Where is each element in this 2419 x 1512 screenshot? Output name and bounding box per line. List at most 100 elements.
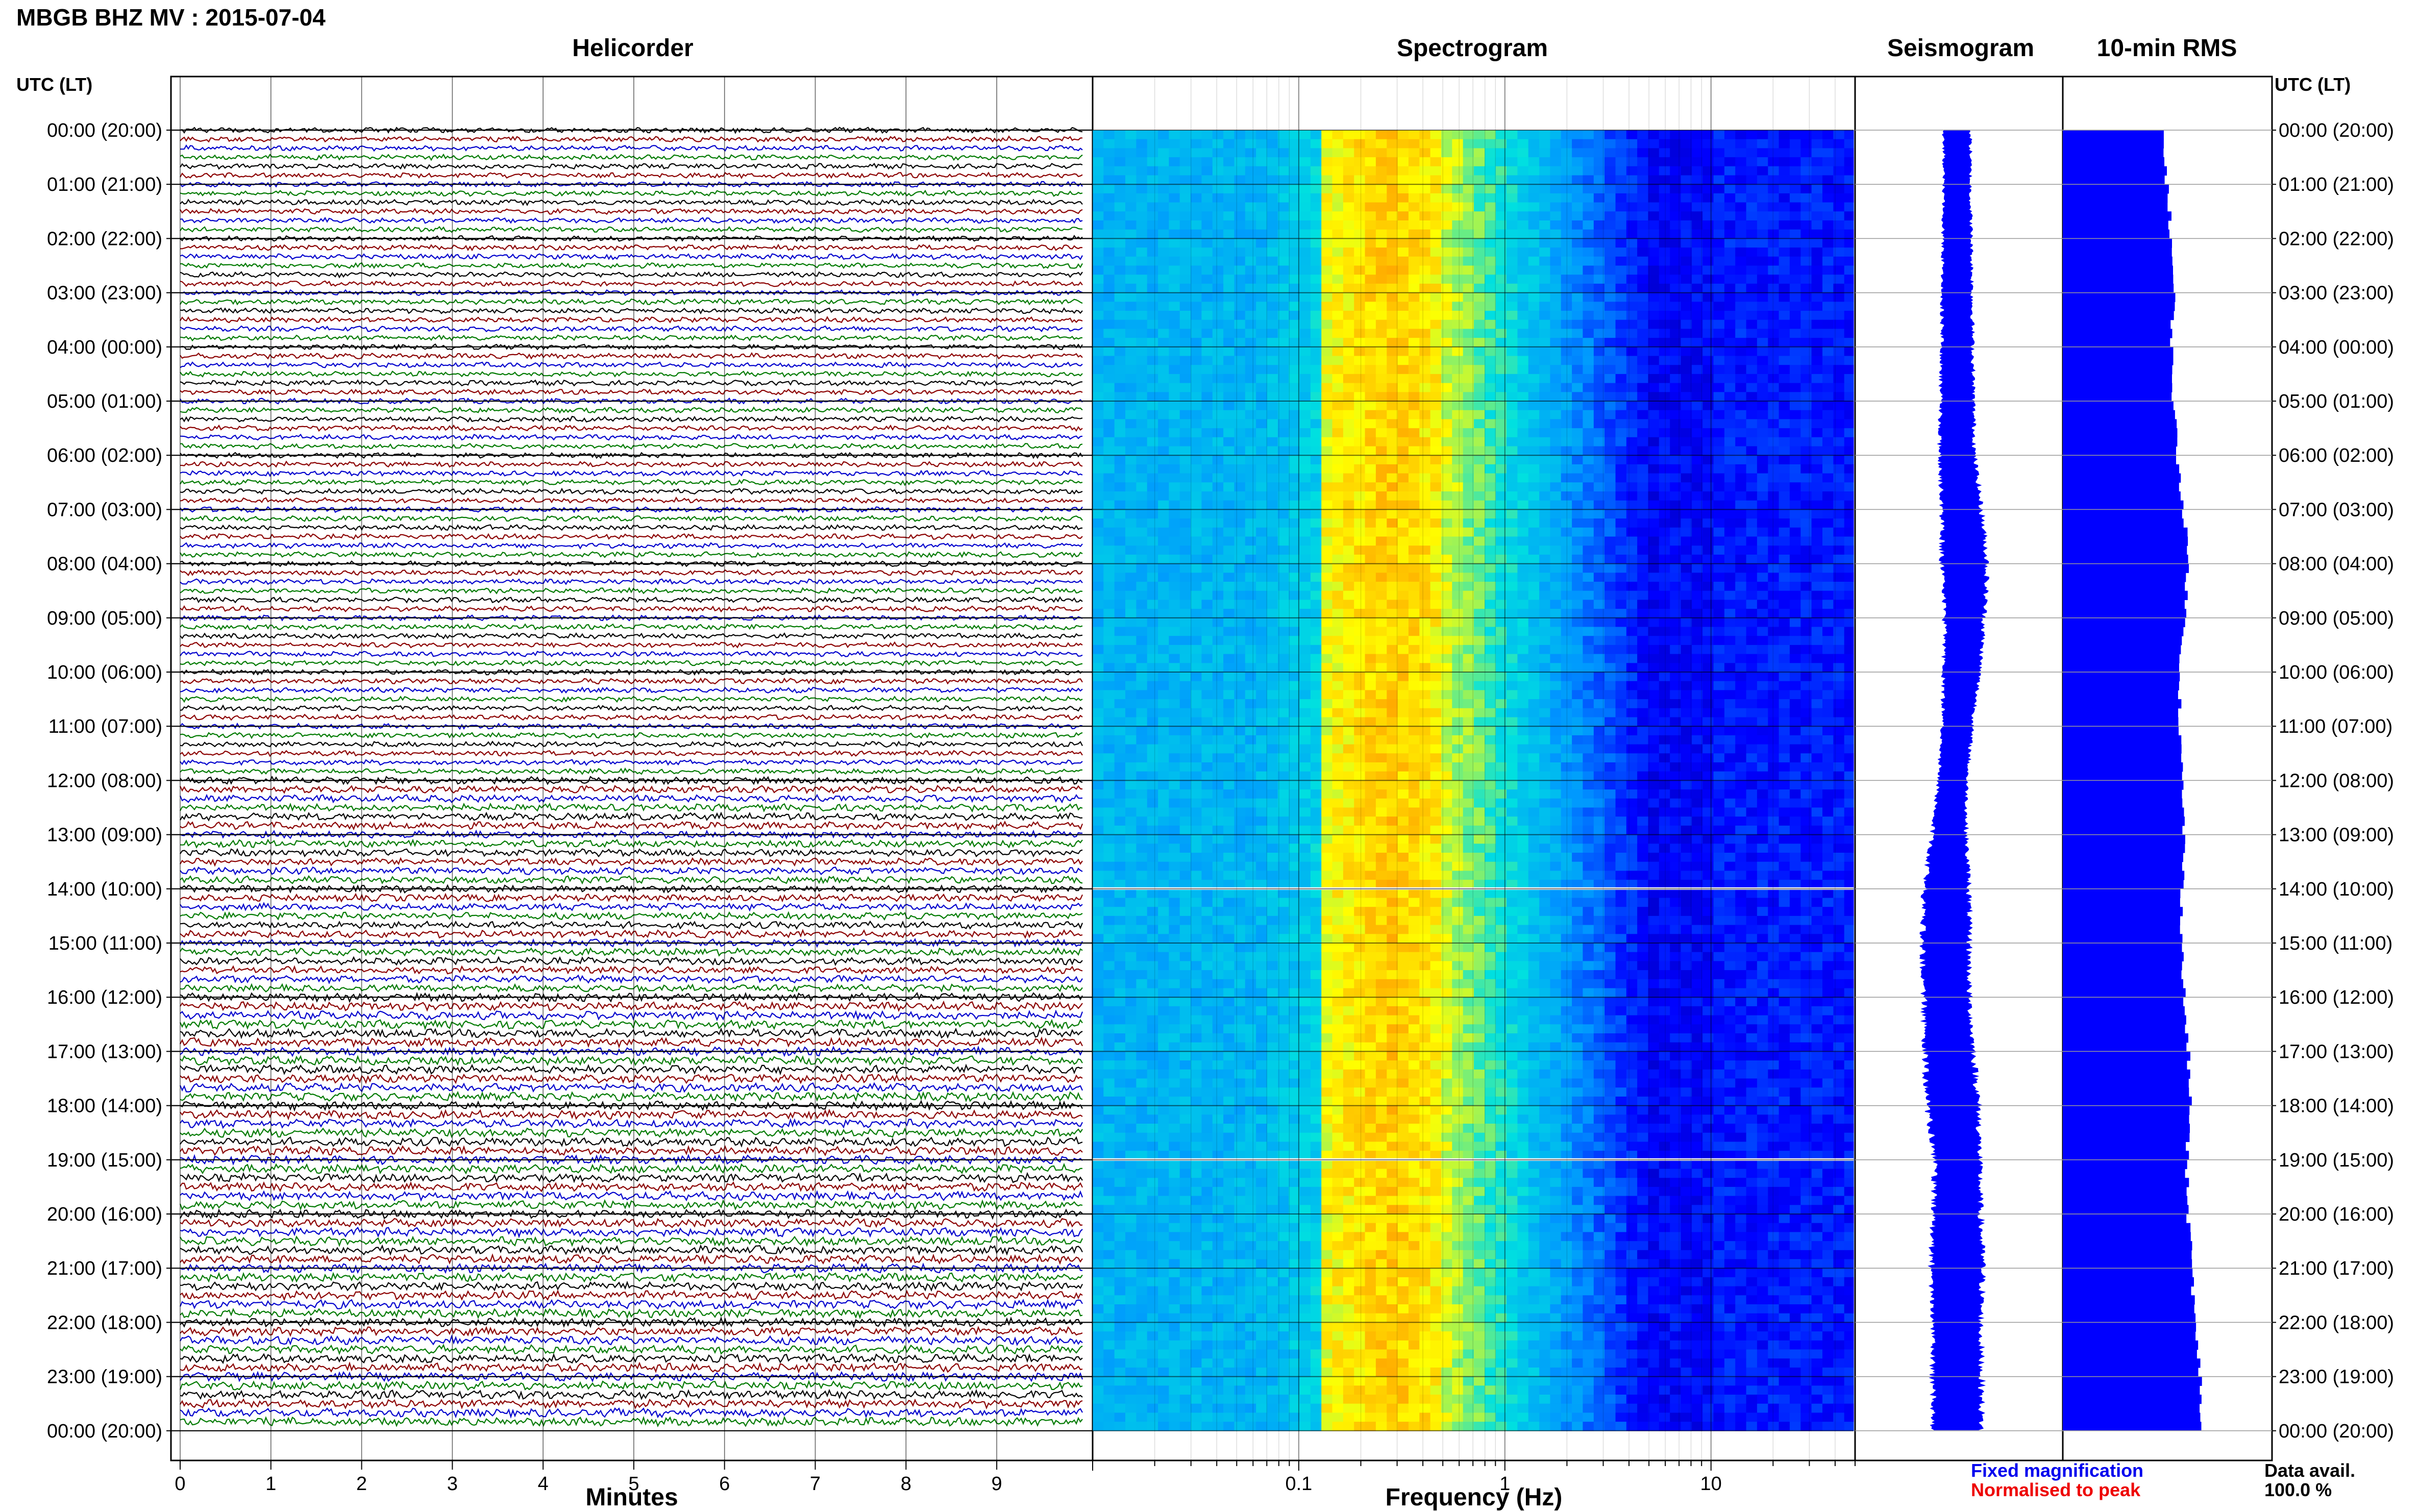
spectrogram-cell [1637, 166, 1648, 176]
spectrogram-cell [1103, 346, 1115, 357]
spectrogram-cell [1277, 256, 1289, 266]
spectrogram-cell [1605, 392, 1616, 402]
spectrogram-cell [1332, 419, 1344, 429]
spectrogram-cell [1169, 546, 1180, 555]
spectrogram-cell [1670, 708, 1682, 718]
spectrogram-cell [1179, 735, 1191, 745]
spectrogram-cell [1387, 518, 1398, 528]
spectrogram-cell [1811, 609, 1823, 618]
spectrogram-cell [1114, 410, 1126, 419]
spectrogram-cell [1757, 139, 1768, 148]
spectrogram-cell [1789, 554, 1801, 564]
spectrogram-cell [1735, 455, 1747, 465]
spectrogram-cell [1757, 383, 1768, 392]
spectrogram-cell [1289, 338, 1300, 348]
spectrogram-cell [1169, 139, 1180, 148]
spectrogram-cell [1375, 536, 1387, 546]
spectrogram-cell [1343, 582, 1354, 591]
spectrogram-cell [1583, 148, 1594, 158]
spectrogram-cell [1277, 726, 1289, 736]
spectrogram-cell [1572, 311, 1583, 320]
spectrogram-cell [1583, 627, 1594, 636]
spectrogram-cell [1528, 256, 1540, 266]
spectrogram-cell [1387, 265, 1398, 275]
spectrogram-cell [1452, 645, 1464, 655]
spectrogram-cell [1256, 744, 1267, 754]
spectrogram-cell [1343, 536, 1354, 546]
spectrogram-cell [1637, 229, 1648, 239]
spectrogram-cell [1125, 464, 1137, 474]
spectrogram-cell [1463, 672, 1474, 682]
spectrogram-cell [1561, 238, 1572, 248]
spectrogram-cell [1375, 609, 1387, 618]
spectrogram-cell [1789, 130, 1801, 140]
spectrogram-cell [1474, 229, 1485, 239]
spectrogram-cell [1408, 663, 1420, 673]
spectrogram-cell [1637, 184, 1648, 194]
spectrogram-cell [1430, 329, 1442, 338]
spectrogram-cell [1093, 500, 1104, 510]
spectrogram-cell [1256, 139, 1267, 148]
spectrogram-cell [1474, 311, 1485, 320]
spectrogram-cell [1223, 302, 1235, 311]
spectrogram-cell [1201, 302, 1213, 311]
spectrogram-cell [1637, 175, 1648, 185]
spectrogram-cell [1103, 383, 1115, 392]
spectrogram-cell [1800, 256, 1812, 266]
spectrogram-cell [1441, 247, 1452, 257]
spectrogram-cell [1223, 464, 1235, 474]
spectrogram-cell [1267, 617, 1278, 628]
spectrogram-cell [1419, 573, 1431, 582]
spectrogram-cell [1507, 663, 1518, 673]
spectrogram-cell [1605, 536, 1616, 546]
spectrogram-cell [1223, 735, 1235, 745]
spectrogram-cell [1757, 554, 1768, 564]
spectrogram-cell [1452, 175, 1464, 185]
spectrogram-cell [1136, 401, 1148, 411]
spectrogram-cell [1517, 518, 1529, 528]
spectrogram-cell [1789, 148, 1801, 158]
spectrogram-cell [1332, 455, 1344, 465]
spectrogram-cell [1234, 455, 1246, 465]
spectrogram-cell [1158, 166, 1169, 176]
spectrogram-cell [1670, 410, 1682, 419]
spectrogram-cell [1136, 590, 1148, 600]
spectrogram-cell [1702, 211, 1714, 221]
spectrogram-cell [1724, 554, 1736, 564]
spectrogram-cell [1147, 663, 1158, 673]
spectrogram-cell [1800, 681, 1812, 690]
spectrogram-cell [1713, 148, 1725, 158]
spectrogram-cell [1267, 401, 1278, 411]
spectrogram-cell [1681, 645, 1692, 655]
spectrogram-cell [1702, 410, 1714, 419]
spectrogram-cell [1507, 753, 1518, 763]
spectrogram-cell [1757, 473, 1768, 483]
spectrogram-cell [1800, 663, 1812, 673]
spectrogram-cell [1844, 392, 1854, 402]
spectrogram-cell [1321, 275, 1333, 284]
spectrogram-cell [1659, 717, 1670, 727]
spectrogram-cell [1583, 283, 1594, 293]
spectrogram-cell [1528, 311, 1540, 320]
spectrogram-cell [1746, 617, 1758, 628]
spectrogram-cell [1387, 744, 1398, 754]
spectrogram-cell [1354, 419, 1366, 429]
spectrogram-cell [1648, 220, 1660, 230]
spectrogram-cell [1289, 311, 1300, 320]
spectrogram-cell [1332, 518, 1344, 528]
spectrogram-cell [1561, 193, 1572, 203]
spectrogram-cell [1495, 401, 1507, 411]
spectrogram-cell [1593, 536, 1605, 546]
spectrogram-cell [1713, 283, 1725, 293]
spectrogram-cell [1659, 563, 1670, 573]
spectrogram-cell [1201, 346, 1213, 357]
spectrogram-cell [1572, 573, 1583, 582]
spectrogram-cell [1299, 617, 1311, 628]
spectrogram-cell [1735, 699, 1747, 709]
spectrogram-cell [1844, 536, 1854, 546]
spectrogram-cell [1267, 636, 1278, 646]
spectrogram-cell [1822, 256, 1834, 266]
spectrogram-cell [1419, 672, 1431, 682]
spectrogram-cell [1321, 455, 1333, 465]
spectrogram-cell [1245, 238, 1256, 248]
